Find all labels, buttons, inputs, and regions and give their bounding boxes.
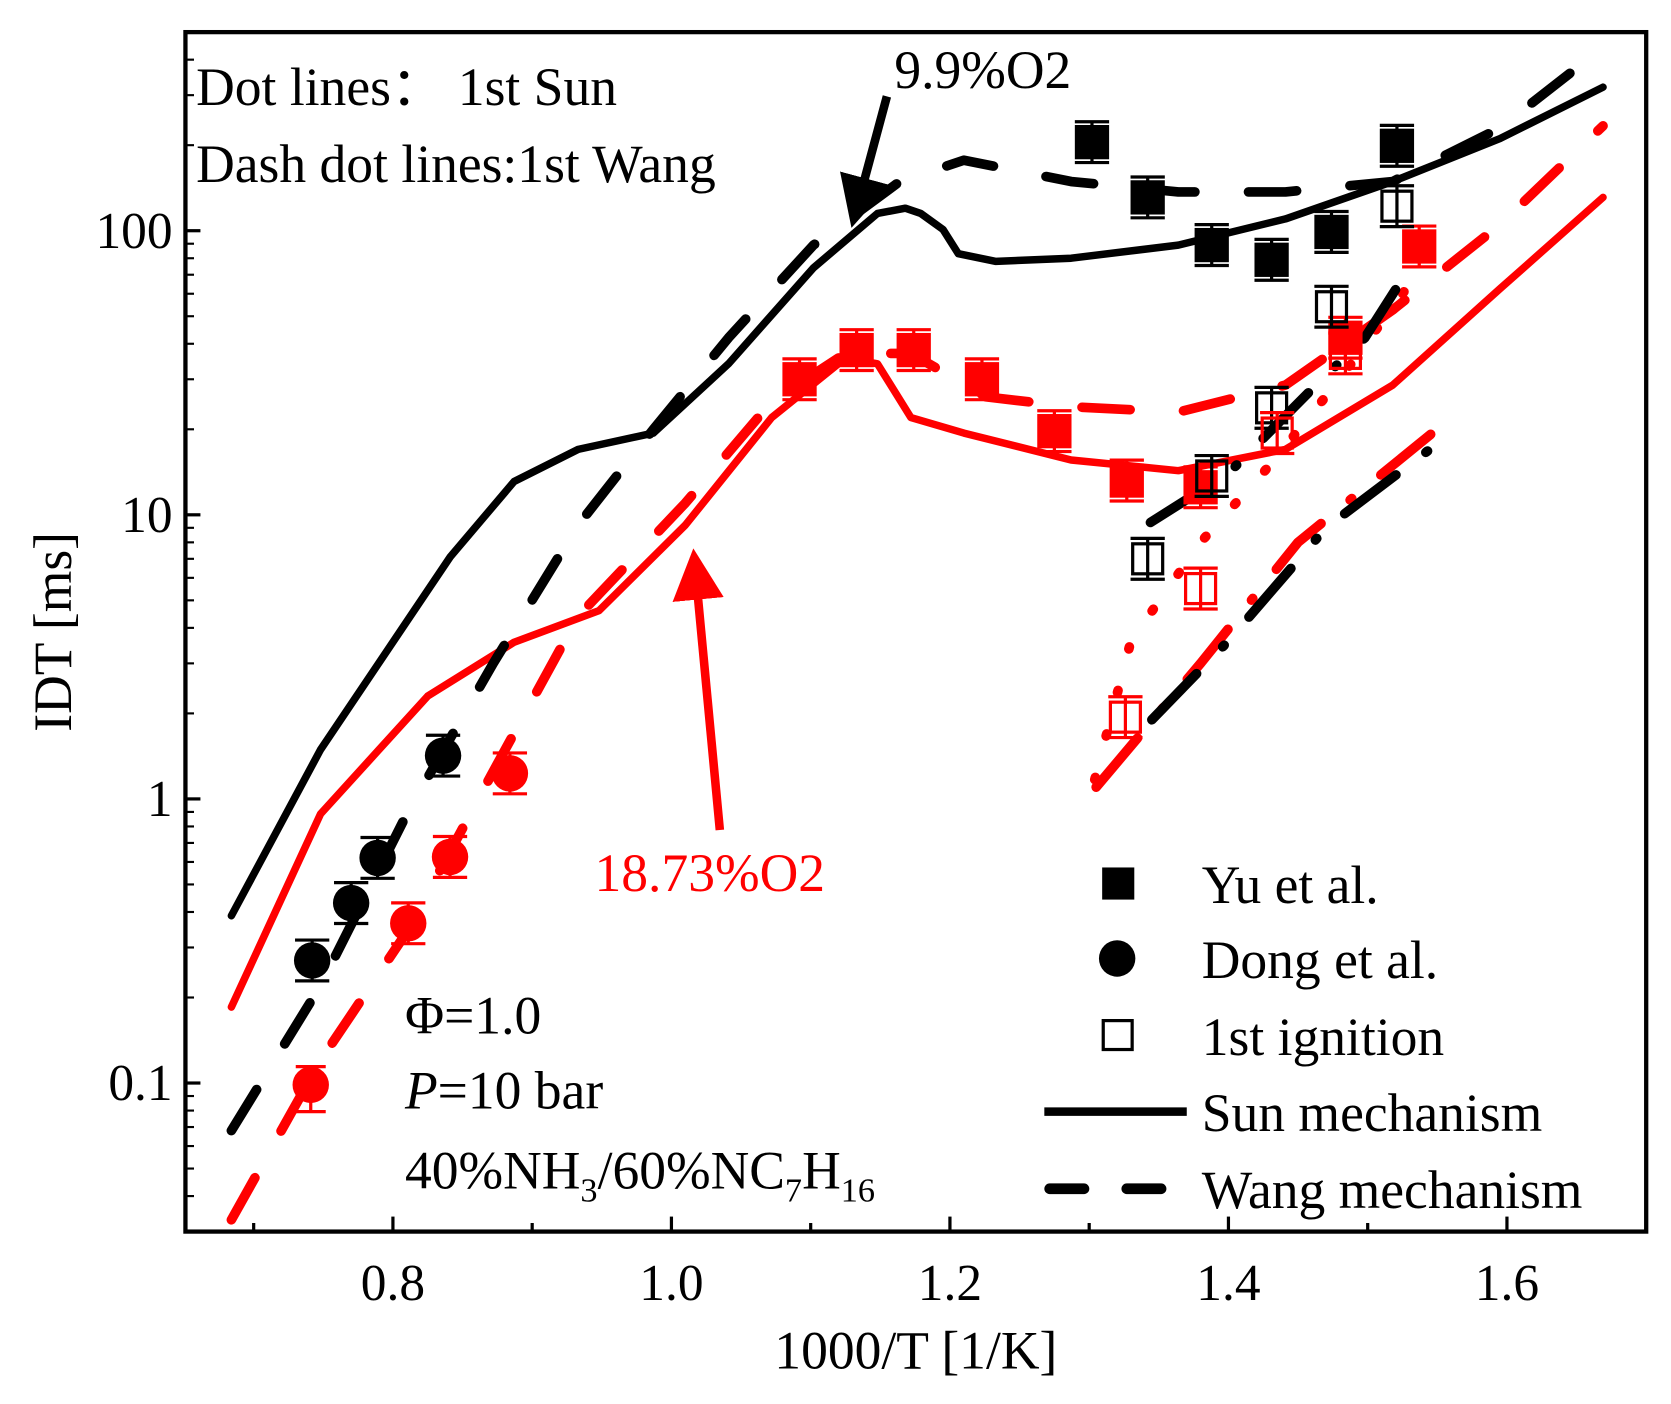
legend-label-wang: Wang mechanism (1202, 1160, 1583, 1220)
marker-filled-circle (431, 838, 469, 876)
data-point (896, 328, 931, 373)
data-point (390, 901, 427, 946)
marker-filled-circle (491, 755, 529, 792)
data-point (1109, 458, 1144, 503)
data-point (782, 357, 817, 402)
x-tick-label: 1.0 (639, 1255, 703, 1312)
marker-open-square (1108, 700, 1142, 734)
data-point (1130, 536, 1165, 581)
condition-marker-red-circle (292, 1066, 329, 1104)
marker-filled-square (1379, 128, 1415, 163)
data-point (1254, 385, 1289, 430)
data-point (1194, 223, 1229, 268)
legend-marker-filled-circle (1098, 940, 1136, 977)
data-point (1402, 224, 1437, 269)
data-point (1379, 184, 1415, 229)
arrow-18-73-o2 (672, 548, 725, 831)
marker-filled-square (896, 332, 931, 368)
data-point (1314, 284, 1349, 329)
note-dash-dot-lines: Dash dot lines:1st Wang (196, 134, 716, 194)
data-point (1328, 331, 1363, 376)
data-point (839, 328, 874, 373)
data-point (424, 733, 462, 778)
marker-filled-square (1109, 463, 1144, 498)
series-line-sun-9-9-o2 (227, 83, 1607, 920)
data-point (1379, 123, 1415, 168)
plot-frame (183, 29, 1649, 1234)
marker-open-square (1183, 571, 1218, 606)
data-point (1130, 175, 1165, 220)
x-tick-label: 0.8 (361, 1255, 425, 1312)
marker-filled-circle (293, 942, 331, 979)
label-18-73-o2: 18.73%O2 (595, 843, 825, 903)
data-point (332, 881, 370, 926)
marker-filled-circle (332, 884, 370, 922)
marker-filled-square (1254, 242, 1289, 277)
series-line-sun-18-73-o2 (227, 193, 1607, 1011)
marker-filled-circle (390, 905, 427, 942)
legend-label-dong: Dong et al. (1202, 930, 1438, 990)
data-point (964, 357, 1000, 402)
label-9-9-o2: 9.9%O2 (894, 40, 1071, 100)
y-axis-label: IDT [ms] (23, 532, 83, 732)
data-point (1074, 120, 1110, 165)
marker-open-square (1260, 416, 1294, 450)
data-point (1108, 695, 1143, 740)
legend-label-yu: Yu et al. (1202, 855, 1379, 915)
legend: Yu et al. Dong et al. 1st ignition Sun m… (1044, 855, 1582, 1220)
arrow-9-9-o2 (840, 95, 892, 228)
x-axis-label: 1000/T [1/K] (774, 1321, 1057, 1381)
axis-ticks: 0.8 1.0 1.2 1.4 1.6 0.1 1 10 100 (95, 58, 1648, 1312)
mixture-label: 40%NH3/60%NC7H16 (405, 1141, 875, 1210)
legend-marker-open-square (1101, 1018, 1134, 1052)
marker-filled-square (1402, 229, 1437, 264)
marker-open-square (1131, 542, 1165, 576)
pressure-label: P=10 bar (404, 1060, 603, 1120)
legend-label-1st-ignition: 1st ignition (1202, 1007, 1444, 1067)
marker-filled-square (1130, 180, 1165, 215)
conditions-block: Φ=1.0 P=10 bar 40%NH3/60%NC7H16 (292, 985, 875, 1210)
data-point (1260, 411, 1295, 456)
marker-open-square (1195, 459, 1229, 493)
data-point (1037, 409, 1072, 454)
marker-open-square (1314, 290, 1349, 324)
marker-filled-square (1037, 414, 1072, 449)
phi-label: Φ=1.0 (405, 985, 541, 1045)
y-tick-label: 10 (121, 487, 172, 544)
data-point (1183, 566, 1218, 611)
data-point (1314, 209, 1349, 254)
legend-marker-filled-square (1102, 867, 1135, 900)
x-tick-label: 1.4 (1196, 1255, 1260, 1312)
marker-open-square (1380, 189, 1414, 223)
marker-filled-circle (359, 839, 396, 877)
y-tick-label: 0.1 (108, 1055, 172, 1112)
x-tick-label: 1.2 (918, 1255, 982, 1312)
marker-open-square (1255, 391, 1289, 425)
data-point (359, 835, 396, 880)
series-line-1st-wang-18-73-o2-low- (1091, 412, 1457, 792)
y-tick-label: 100 (95, 203, 172, 260)
note-dot-lines: Dot lines： 1st Sun (196, 57, 617, 117)
series-line-1st-sun-18-73-o2 (1089, 269, 1422, 785)
legend-label-sun: Sun mechanism (1202, 1083, 1542, 1143)
marker-filled-circle (424, 737, 462, 774)
marker-filled-square (1074, 125, 1110, 160)
data-point (491, 751, 529, 796)
marker-filled-square (1314, 214, 1349, 250)
data-point (1254, 237, 1289, 282)
marker-filled-square (1194, 227, 1229, 263)
marker-open-square (1328, 336, 1363, 370)
marker-filled-square (964, 362, 1000, 397)
y-tick-label: 1 (147, 771, 173, 828)
data-point (431, 834, 469, 879)
marker-filled-square (839, 332, 874, 368)
x-tick-label: 1.6 (1475, 1255, 1539, 1312)
data-point (1194, 453, 1229, 499)
marker-filled-square (782, 362, 817, 397)
series-line-1st-wang-9-9-o2-low- (1147, 428, 1457, 725)
data-point (293, 938, 331, 983)
